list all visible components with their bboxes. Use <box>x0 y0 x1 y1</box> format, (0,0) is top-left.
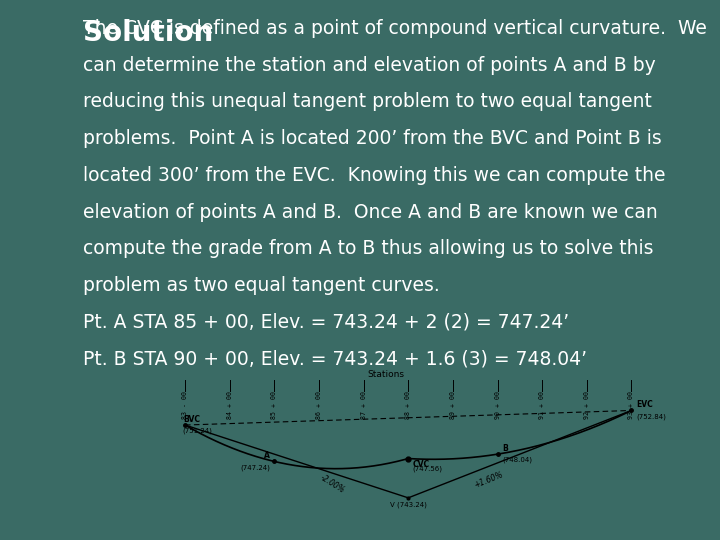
Text: 86 + 00: 86 + 00 <box>316 392 322 419</box>
Text: 93 + 00: 93 + 00 <box>629 392 634 419</box>
Text: B: B <box>502 444 508 453</box>
Text: Pt. B STA 90 + 00, Elev. = 743.24 + 1.6 (3) = 748.04’: Pt. B STA 90 + 00, Elev. = 743.24 + 1.6 … <box>83 349 587 368</box>
Text: Pt. A STA 85 + 00, Elev. = 743.24 + 2 (2) = 747.24’: Pt. A STA 85 + 00, Elev. = 743.24 + 2 (2… <box>83 313 569 332</box>
Text: can determine the station and elevation of points A and B by: can determine the station and elevation … <box>83 56 655 75</box>
Text: reducing this unequal tangent problem to two equal tangent: reducing this unequal tangent problem to… <box>83 92 652 111</box>
Text: -2.00%: -2.00% <box>318 472 346 495</box>
Text: BVC: BVC <box>183 415 200 424</box>
Text: 91 + 00: 91 + 00 <box>539 392 545 419</box>
Text: A: A <box>264 451 270 460</box>
Text: (748.04): (748.04) <box>502 457 532 463</box>
Text: Stations: Stations <box>367 370 405 379</box>
Text: (747.56): (747.56) <box>413 465 443 472</box>
Text: problems.  Point A is located 200’ from the BVC and Point B is: problems. Point A is located 200’ from t… <box>83 129 662 148</box>
Text: 90 + 00: 90 + 00 <box>495 392 500 419</box>
Text: CVC: CVC <box>413 461 430 469</box>
Text: compute the grade from A to B thus allowing us to solve this: compute the grade from A to B thus allow… <box>83 239 653 258</box>
Text: +1.60%: +1.60% <box>473 470 505 490</box>
Text: V (743.24): V (743.24) <box>390 501 427 508</box>
Text: 83 - 00: 83 - 00 <box>182 392 188 419</box>
Text: (752.84): (752.84) <box>636 413 666 420</box>
Text: located 300’ from the EVC.  Knowing this we can compute the: located 300’ from the EVC. Knowing this … <box>83 166 665 185</box>
Text: elevation of points A and B.  Once A and B are known we can: elevation of points A and B. Once A and … <box>83 202 657 221</box>
Text: 87 + 00: 87 + 00 <box>361 392 366 419</box>
Text: The CVC is defined as a point of compound vertical curvature.  We: The CVC is defined as a point of compoun… <box>83 19 706 38</box>
Text: problem as two equal tangent curves.: problem as two equal tangent curves. <box>83 276 439 295</box>
Text: EVC: EVC <box>636 400 652 409</box>
Text: Solution: Solution <box>83 19 213 47</box>
Text: 88 + 00: 88 + 00 <box>405 392 411 419</box>
Text: 85 + 00: 85 + 00 <box>271 392 277 419</box>
Text: 92 + 00: 92 + 00 <box>584 392 590 419</box>
Text: (747.24): (747.24) <box>240 464 270 471</box>
Text: (751.24): (751.24) <box>183 428 212 434</box>
Text: 84 + 00: 84 + 00 <box>227 392 233 419</box>
Text: 89 + 00: 89 + 00 <box>450 392 456 419</box>
